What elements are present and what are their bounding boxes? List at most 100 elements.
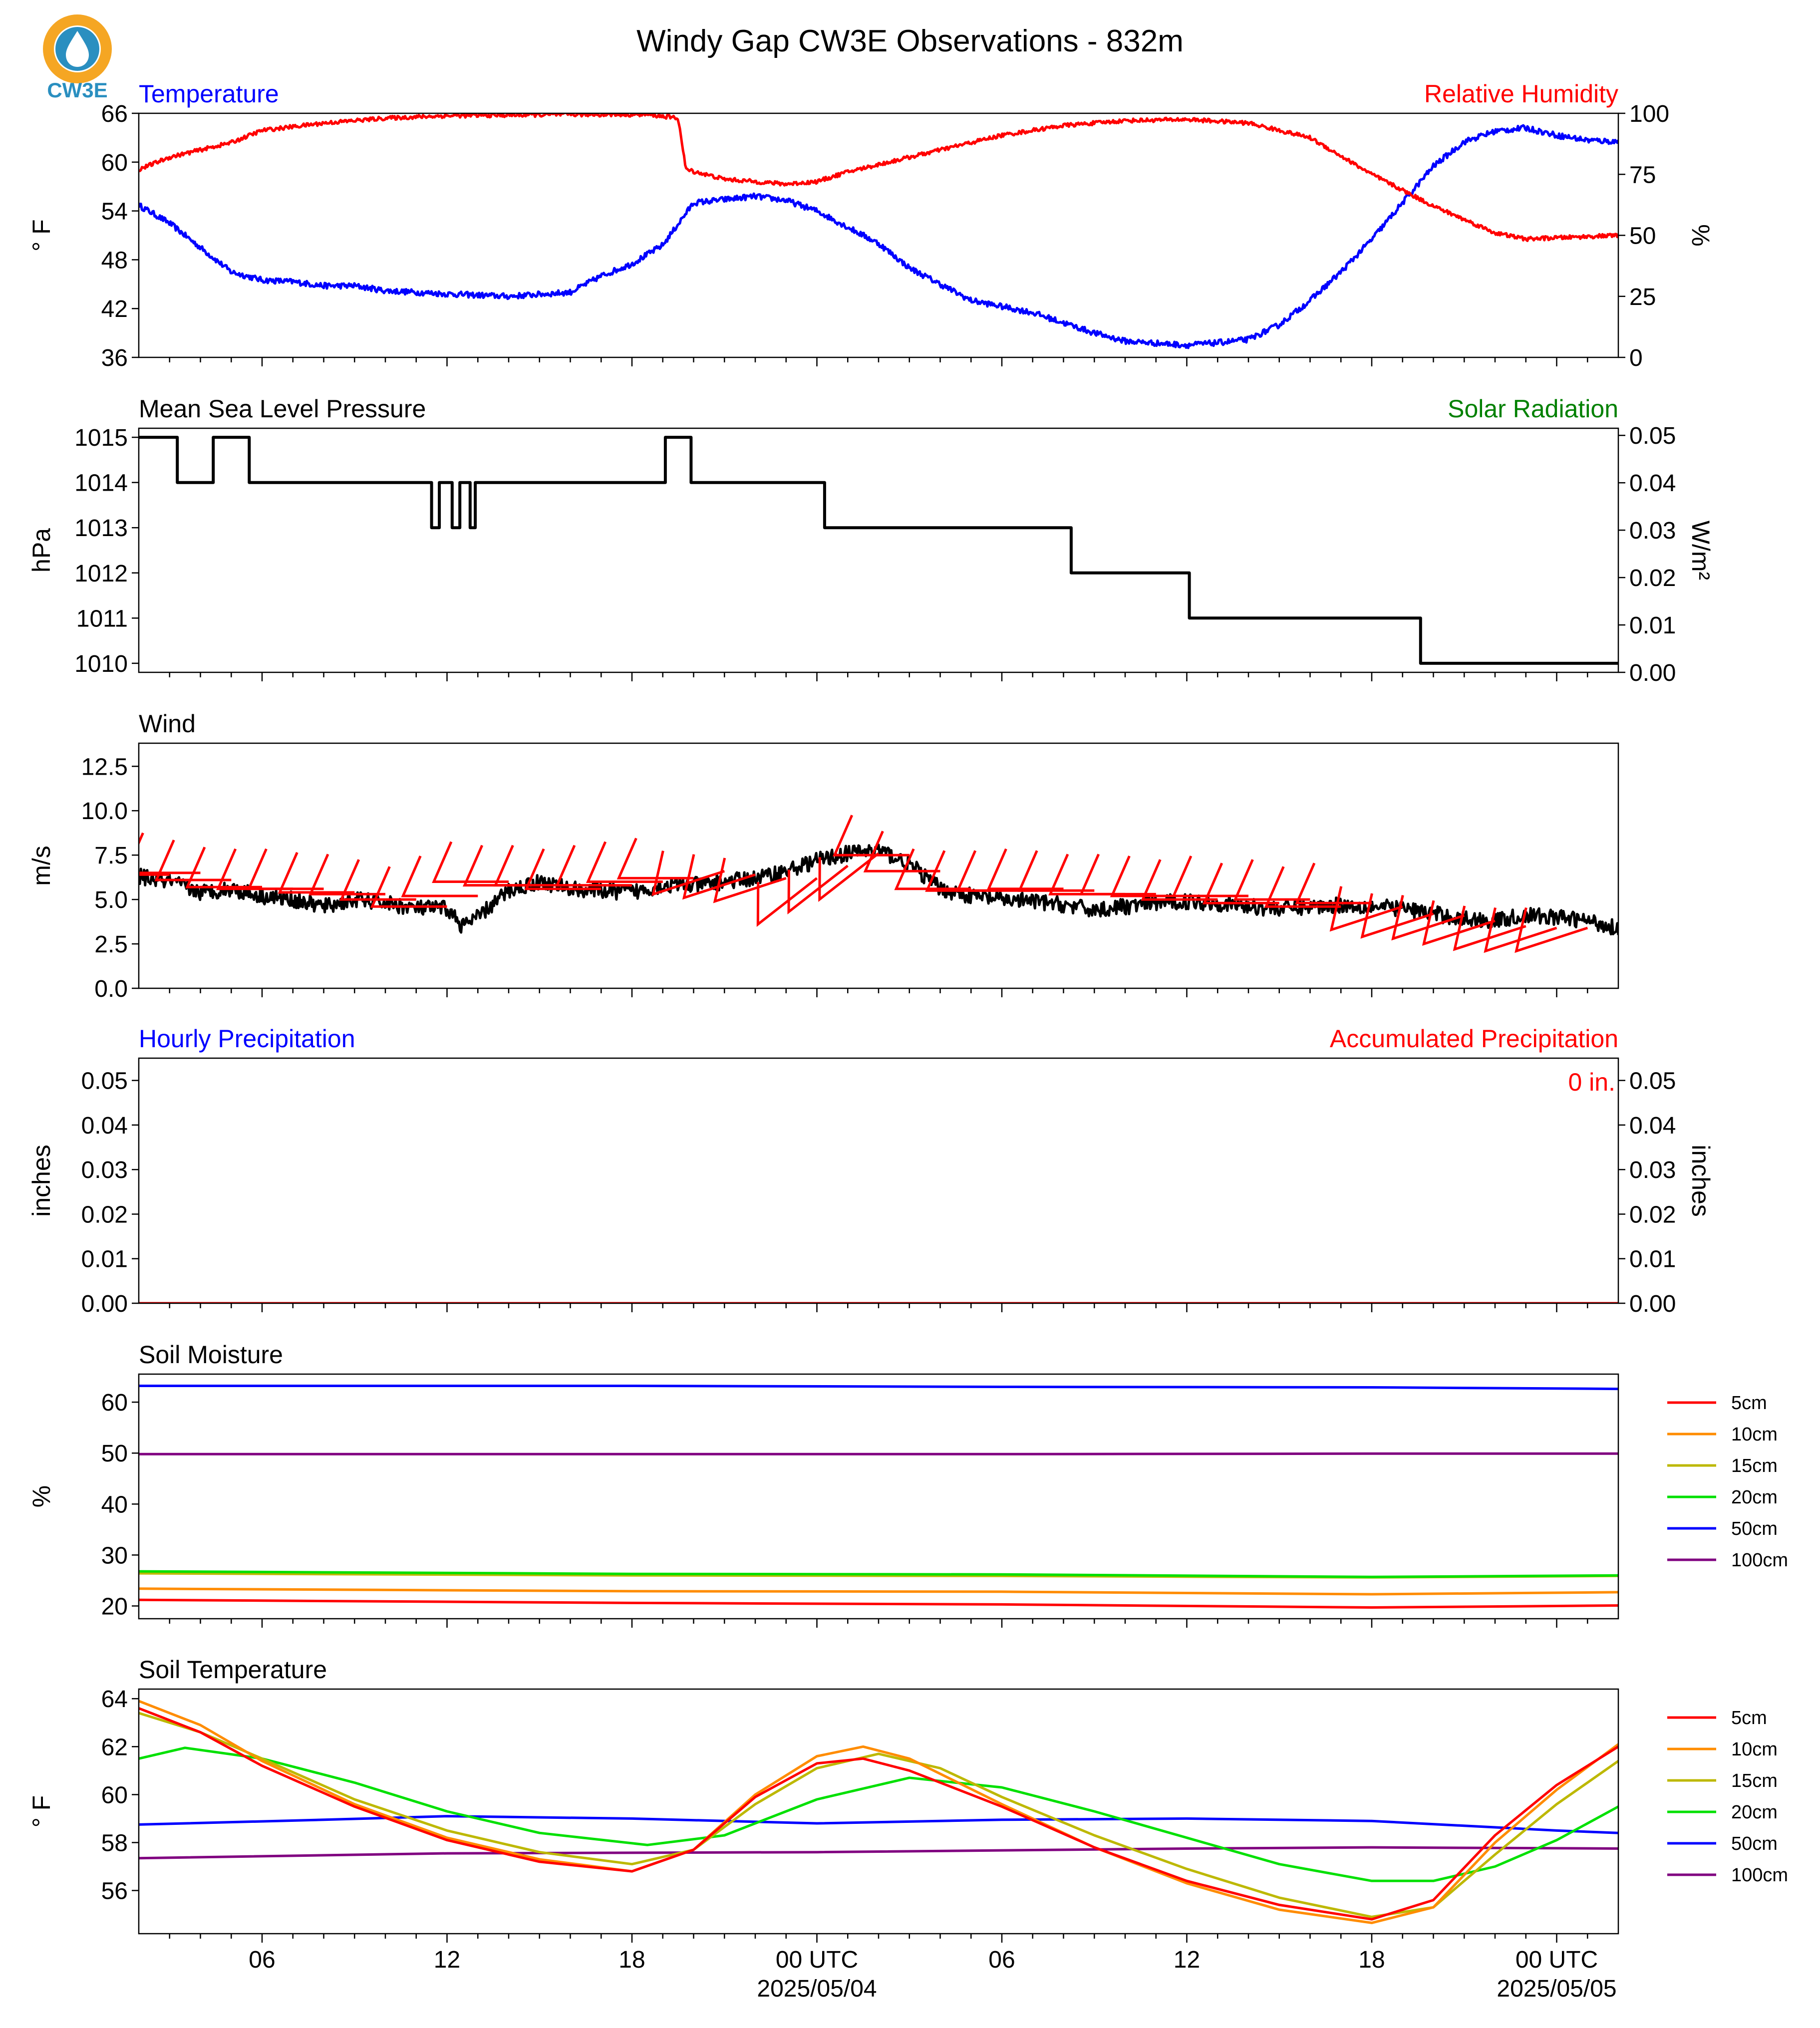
series-line-50cm [139,1815,1618,1834]
legend-label: 50cm [1731,1833,1778,1854]
y-tick-label-left: 1013 [74,515,128,542]
x-tick-label: 06 [249,1947,275,1973]
wind-barb [651,851,725,896]
y-tick-label-right: 0.02 [1629,1201,1676,1228]
legend-label: 50cm [1731,1518,1778,1539]
y-tick-label-left: 58 [101,1830,128,1856]
y-tick-label-left: 62 [101,1734,128,1760]
y-tick-label-right: 0.00 [1629,660,1676,686]
x-tick-label: 00 UTC [776,1947,858,1973]
wind-barb [1141,859,1218,901]
wind-barb [139,873,170,876]
y-tick-label-left: 1012 [74,561,128,587]
wind-barb [1110,855,1187,897]
plot-frame [138,427,1619,673]
series-line-20cm [139,1746,1618,1882]
y-tick-label-right: 0.02 [1629,565,1676,591]
y-tick-label-right: 75 [1629,162,1656,188]
wind-barb [185,847,262,888]
x-tick-label: 06 [988,1947,1015,1973]
wind-barb [1017,850,1095,892]
wind-barb [1422,900,1496,946]
series-line-s0 [139,124,1618,349]
panel-title-left: Soil Temperature [139,1656,327,1684]
time-axis-labels: 06 12 18 00 UTC 2025/05/04 06 12 18 00 UTC 2025/0… [249,1947,1616,2002]
series-line-20cm [139,1570,1618,1578]
y-tick-label-right: 100 [1629,101,1669,127]
wind-barb [1295,863,1372,904]
plot-frame [138,1057,1619,1304]
y-tick-label-left: 40 [101,1491,128,1518]
panel-1: Temperature Relative Humidity 36 42 48 54 60 66… [27,80,1715,371]
y-tick-label-left: 48 [101,247,128,274]
y-tick-label-right: 0.03 [1629,1157,1676,1183]
wind-barb [308,854,385,895]
y-axis-label-right: inches [1687,1145,1715,1217]
y-tick-label-right: 25 [1629,284,1656,310]
x-tick-label: 12 [1174,1947,1200,1973]
wind-barb [756,877,818,927]
wind-barb [401,855,478,897]
y-tick-label-right: 0.00 [1629,1291,1676,1317]
y-axis-label-right: % [1687,224,1715,246]
legend-label: 10cm [1731,1424,1778,1445]
panel-title-right: Solar Radiation [1448,395,1618,423]
wind-barb [787,865,849,914]
y-axis-label-left: ° F [27,1795,55,1827]
y-tick-label-left: 20 [101,1593,128,1620]
wind-barb [278,852,355,894]
panel-title-left: Soil Moisture [139,1341,283,1369]
legend-label: 10cm [1731,1739,1778,1760]
plot-area [139,113,1618,349]
y-tick-label-left: 42 [101,296,128,322]
wind-barb [863,831,940,872]
y-tick-label-left: 60 [101,1782,128,1808]
y-tick-label-left: 0.01 [81,1246,128,1273]
y-axis-label-left: hPa [27,528,55,573]
wind-barb [1233,859,1310,901]
y-tick-label-right: 0.03 [1629,518,1676,544]
series-line-s1 [139,113,1618,242]
panel-title-left: Hourly Precipitation [139,1025,355,1053]
y-tick-label-right: 0.04 [1629,470,1676,497]
wind-barb [216,848,293,890]
y-tick-label-left: 36 [101,345,128,371]
wind-barb [986,848,1064,890]
panel-5: Soil Moisture2030405060%5cm10cm15cm20cm5… [27,1341,1788,1628]
series-line-5cm [139,1598,1618,1609]
x-tick-label: 18 [1358,1947,1385,1973]
wind-barb [139,832,201,874]
wind-barb [1329,886,1403,932]
series-line-10cm [139,1700,1618,1924]
y-tick-label-right: 0.01 [1629,612,1676,639]
plot-area [139,436,1618,665]
y-tick-label-left: 5.0 [94,887,128,913]
y-tick-label-left: 0.05 [81,1068,128,1095]
plot-frame [138,1688,1619,1935]
legend: 5cm 10cm 15cm 20cm 50cm 100cm [1667,1708,1788,1886]
y-tick-label-right: 50 [1629,223,1656,250]
series-line-5cm [139,1707,1618,1921]
wind-barb [1360,893,1434,939]
y-tick-label-right: 0.04 [1629,1113,1676,1139]
y-tick-label-right: 0.05 [1629,1068,1676,1095]
y-tick-label-left: 1010 [74,651,128,677]
wind-barb [1264,866,1341,908]
wind-barb [524,848,602,890]
y-tick-label-left: 0.03 [81,1157,128,1183]
panel-title-left: Temperature [139,80,279,108]
plot-area [139,1385,1618,1609]
x-tick-date-label: 2025/05/04 [757,1976,877,2002]
panel-title-right: Accumulated Precipitation [1330,1025,1618,1053]
y-tick-label-left: 2.5 [94,931,128,958]
wind-barb [713,858,787,903]
wind-barb [586,841,663,883]
panel-title-left: Mean Sea Level Pressure [139,395,426,423]
wind-barb [832,815,910,857]
y-tick-label-left: 30 [101,1542,128,1569]
wind-barb [154,839,232,881]
wind-barb [818,852,880,902]
y-axis-label-left: inches [27,1145,55,1217]
legend-label: 15cm [1731,1455,1778,1476]
